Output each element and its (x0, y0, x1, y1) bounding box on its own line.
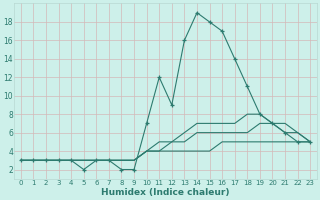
X-axis label: Humidex (Indice chaleur): Humidex (Indice chaleur) (101, 188, 230, 197)
